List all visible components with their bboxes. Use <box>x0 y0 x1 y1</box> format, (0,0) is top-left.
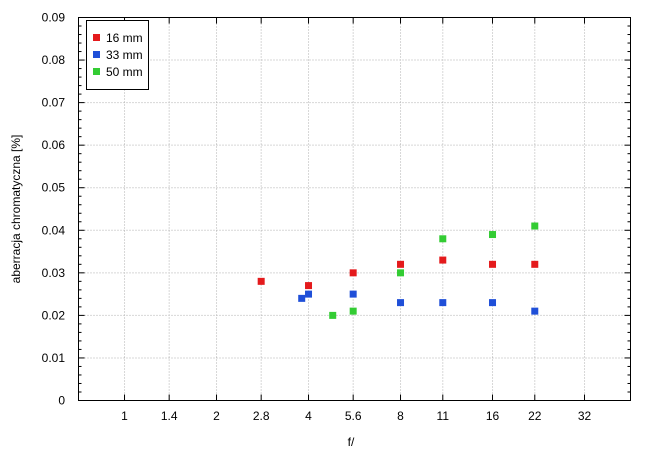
data-point-33-mm <box>439 299 447 307</box>
y-tick-label: 0.03 <box>42 266 66 280</box>
data-point-16-mm <box>257 277 265 285</box>
legend-label-33-mm: 33 mm <box>106 48 143 62</box>
x-tick-label: 8 <box>397 409 404 423</box>
x-tick-label: 1 <box>121 409 128 423</box>
x-tick-label: 22 <box>528 409 542 423</box>
x-tick-label: 11 <box>437 409 450 423</box>
x-tick-label: 2.8 <box>253 409 270 423</box>
data-point-16-mm <box>439 256 447 264</box>
data-point-33-mm <box>305 290 313 298</box>
data-point-50-mm <box>531 222 539 230</box>
y-tick-label: 0.01 <box>42 351 66 365</box>
data-point-33-mm <box>349 290 357 298</box>
y-tick-label: 0.08 <box>42 53 66 67</box>
legend-label-16-mm: 16 mm <box>106 31 143 45</box>
data-point-16-mm <box>397 260 405 268</box>
data-point-33-mm <box>531 307 539 315</box>
data-point-33-mm <box>489 299 497 307</box>
y-tick-label: 0.02 <box>42 308 66 322</box>
data-point-50-mm <box>439 235 447 243</box>
axis-ticks: 0 0.01 0.02 0.03 0.04 0.05 0.06 0.07 0.08 0.09 1 1.… <box>42 11 631 423</box>
x-tick-label: 16 <box>486 409 500 423</box>
plot-frame <box>78 17 631 401</box>
x-tick-label: 1.4 <box>161 409 178 423</box>
x-tick-label: 2 <box>213 409 220 423</box>
x-axis-title: f/ <box>348 435 355 449</box>
grid-lines <box>78 17 631 401</box>
y-tick-label: 0 <box>58 394 65 408</box>
data-point-16-mm <box>489 260 497 268</box>
legend-label-50-mm: 50 mm <box>106 65 143 79</box>
legend-marker-50-mm <box>93 68 100 75</box>
data-point-16-mm <box>349 269 357 277</box>
y-tick-label: 0.05 <box>42 181 66 195</box>
y-tick-label: 0.04 <box>42 223 66 237</box>
data-point-50-mm <box>329 311 337 319</box>
y-tick-label: 0.07 <box>42 96 66 110</box>
data-point-16-mm <box>305 282 313 290</box>
data-point-50-mm <box>349 307 357 315</box>
data-point-33-mm <box>298 294 306 302</box>
x-tick-label: 4 <box>305 409 312 423</box>
legend: 16 mm 33 mm 50 mm <box>86 20 149 90</box>
legend-marker-16-mm <box>93 34 100 41</box>
data-point-50-mm <box>397 269 405 277</box>
data-point-33-mm <box>397 299 405 307</box>
data-point-50-mm <box>489 231 497 239</box>
x-tick-label: 5.6 <box>345 409 362 423</box>
y-tick-label: 0.09 <box>42 11 66 25</box>
legend-marker-33-mm <box>93 51 100 58</box>
y-axis-title: aberracja chromatyczna [%] <box>9 135 23 284</box>
y-tick-label: 0.06 <box>42 138 66 152</box>
data-points <box>257 222 539 319</box>
x-tick-label: 32 <box>578 409 592 423</box>
data-point-16-mm <box>531 260 539 268</box>
